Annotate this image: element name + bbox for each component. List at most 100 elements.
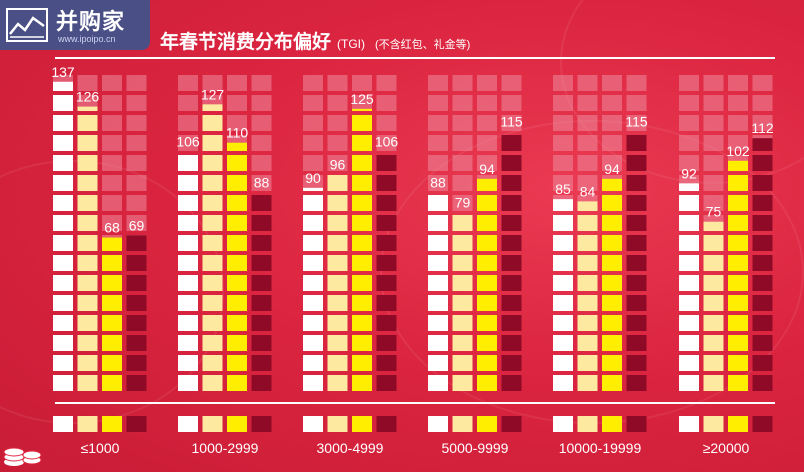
bar-cell: [77, 295, 98, 311]
key-cell: [752, 416, 773, 432]
x-tick-label: 1000-2999: [191, 440, 259, 456]
grid-cell: [626, 95, 647, 111]
data-label: 106: [176, 134, 200, 150]
grid-cell: [102, 155, 122, 171]
bar-cell: [501, 215, 522, 231]
grid-cell: [553, 75, 573, 91]
bar-cell: [251, 315, 272, 331]
grid-cell: [703, 135, 724, 151]
key-cell: [77, 416, 98, 432]
bar-cell: [327, 355, 348, 371]
bar-cell: [477, 315, 497, 331]
bar-cell: [227, 195, 247, 211]
bar-cell: [53, 335, 73, 351]
bar-cell: [327, 315, 348, 331]
bar-cell: [352, 155, 372, 171]
bar-cell: [77, 235, 98, 251]
chart-logo-icon: [6, 8, 48, 42]
bar-cell: [77, 115, 98, 131]
grid-cell: [477, 75, 497, 91]
grid-cell: [251, 115, 272, 131]
bar-cell: [679, 375, 699, 391]
key-cell: [577, 416, 598, 432]
bar-cell: [227, 315, 247, 331]
bar-cell: [752, 235, 773, 251]
data-label: 137: [51, 64, 75, 80]
bar-cell: [626, 195, 647, 211]
grid-cell: [102, 95, 122, 111]
grid-cell: [752, 95, 773, 111]
bar-cell: [553, 315, 573, 331]
grid-cell: [352, 75, 372, 91]
bar-cell: [178, 215, 198, 231]
x-tick-label: 3000-4999: [316, 440, 384, 456]
grid-cell: [327, 115, 348, 131]
bar-cell: [577, 295, 598, 311]
data-label: 126: [76, 89, 100, 105]
bar-cell: [477, 375, 497, 391]
bar-cell: [77, 155, 98, 171]
grid-cell: [126, 215, 147, 231]
bar-cell: [327, 195, 348, 211]
data-label: 102: [726, 143, 750, 159]
bar-cell: [728, 235, 748, 251]
data-label: 85: [555, 181, 571, 197]
grid-cell: [553, 155, 573, 171]
grid-cell: [452, 195, 473, 211]
bar-cell: [728, 255, 748, 271]
grid-cell: [703, 115, 724, 131]
bar-cell: [352, 275, 372, 291]
bar-cell: [77, 175, 98, 191]
bar-cell: [452, 215, 473, 231]
bar-cell: [501, 255, 522, 271]
bar-cell: [53, 175, 73, 191]
key-cell: [679, 416, 699, 432]
bar-cell: [376, 255, 397, 271]
title-divider: [55, 57, 775, 59]
bar-cell: [126, 375, 147, 391]
logo-text: 并购家: [56, 9, 126, 34]
bar-cell: [553, 335, 573, 351]
bar-cell: [626, 275, 647, 291]
bar-cell: [501, 195, 522, 211]
bar-cell: [602, 275, 622, 291]
grid-cell: [327, 95, 348, 111]
bar-cell: [553, 375, 573, 391]
bar-cell: [352, 315, 372, 331]
grid-cell: [126, 115, 147, 131]
bar-cell: [553, 355, 573, 371]
bar-cell: [327, 215, 348, 231]
bar-cell: [577, 255, 598, 271]
bar-cell: [501, 355, 522, 371]
bar-cell: [752, 155, 773, 171]
bar-cell: [178, 335, 198, 351]
bar-cell: [501, 335, 522, 351]
bar-cell: [703, 235, 724, 251]
data-label: 88: [254, 174, 270, 190]
bar-cell: [577, 315, 598, 331]
bar-cell: [602, 315, 622, 331]
data-label: 79: [455, 195, 471, 211]
grid-cell: [251, 135, 272, 151]
bar-cell: [679, 335, 699, 351]
bar-cell: [251, 255, 272, 271]
grid-cell: [327, 75, 348, 91]
bar-cell: [452, 255, 473, 271]
grid-cell: [376, 95, 397, 111]
grid-cell: [251, 175, 272, 191]
bar-cell: [501, 175, 522, 191]
grid-cell: [553, 95, 573, 111]
bar-cell: [577, 275, 598, 291]
grid-cell: [227, 115, 247, 131]
coins-icon: [3, 447, 42, 466]
data-label: 110: [226, 125, 249, 141]
bar-cell: [428, 275, 448, 291]
grid-cell: [452, 135, 473, 151]
bar-cell: [477, 335, 497, 351]
bar-cell: [53, 81, 73, 91]
grid-cell: [251, 155, 272, 171]
grid-cell: [626, 115, 647, 131]
title-note: (不含红包、礼金等): [375, 39, 471, 51]
bar-cell: [227, 275, 247, 291]
